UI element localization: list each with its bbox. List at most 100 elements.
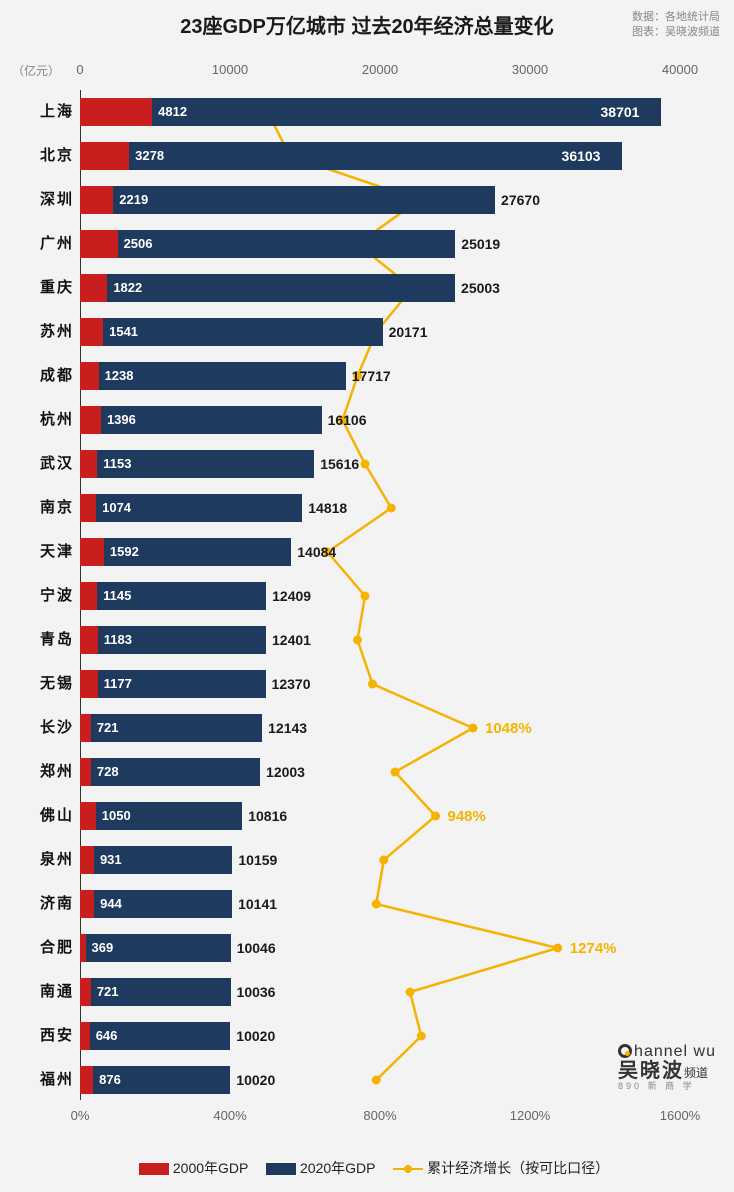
bar-row: 苏州154120171 xyxy=(80,318,680,346)
axis-bottom-tick: 1200% xyxy=(510,1108,550,1123)
value-2020: 25003 xyxy=(461,274,500,302)
value-2020: 12370 xyxy=(272,670,311,698)
bar-row: 青岛118312401 xyxy=(80,626,680,654)
bar-row: 长沙72112143 xyxy=(80,714,680,742)
value-2000: 2219 xyxy=(119,186,148,214)
value-2020: 38701 xyxy=(601,98,640,126)
axis-bottom-tick: 800% xyxy=(363,1108,396,1123)
value-2020: 10159 xyxy=(238,846,277,874)
value-2000: 1822 xyxy=(113,274,142,302)
city-label: 西安 xyxy=(0,1022,74,1050)
value-2020: 10046 xyxy=(237,934,276,962)
value-2020: 16106 xyxy=(328,406,367,434)
bar-2000 xyxy=(80,318,103,346)
value-2020: 10020 xyxy=(236,1022,275,1050)
chart-title: 23座GDP万亿城市 过去20年经济总量变化 xyxy=(0,10,734,39)
city-label: 济南 xyxy=(0,890,74,918)
value-2000: 721 xyxy=(97,978,119,1006)
value-2000: 646 xyxy=(96,1022,118,1050)
value-2000: 4812 xyxy=(158,98,187,126)
bar-row: 佛山105010816 xyxy=(80,802,680,830)
bar-2000 xyxy=(80,582,97,610)
bar-row: 重庆182225003 xyxy=(80,274,680,302)
bar-2000 xyxy=(80,494,96,522)
city-label: 杭州 xyxy=(0,406,74,434)
value-2020: 10036 xyxy=(237,978,276,1006)
legend-swatch-growth xyxy=(393,1163,423,1175)
meta-author: 图表：吴晓波频道 xyxy=(632,25,720,40)
bar-2000 xyxy=(80,142,129,170)
value-2020: 10141 xyxy=(238,890,277,918)
bar-2000 xyxy=(80,670,98,698)
city-label: 北京 xyxy=(0,142,74,170)
meta-source: 数据：各地统计局 xyxy=(632,10,720,25)
bar-row: 泉州93110159 xyxy=(80,846,680,874)
city-label: 福州 xyxy=(0,1066,74,1094)
bar-2000 xyxy=(80,714,91,742)
city-label: 佛山 xyxy=(0,802,74,830)
bar-row: 上海481238701 xyxy=(80,98,680,126)
value-2020: 12409 xyxy=(272,582,311,610)
value-2000: 1541 xyxy=(109,318,138,346)
bar-2000 xyxy=(80,538,104,566)
bar-row: 天津159214084 xyxy=(80,538,680,566)
bar-2000 xyxy=(80,186,113,214)
bar-row: 宁波114512409 xyxy=(80,582,680,610)
value-2020: 20171 xyxy=(389,318,428,346)
city-label: 泉州 xyxy=(0,846,74,874)
city-label: 郑州 xyxy=(0,758,74,786)
bar-2000 xyxy=(80,626,98,654)
city-label: 重庆 xyxy=(0,274,74,302)
value-2000: 1592 xyxy=(110,538,139,566)
plot-area: 904%886%1048%948%1274% 上海481238701北京3278… xyxy=(80,90,680,1100)
bar-2000 xyxy=(80,890,94,918)
axis-top-tick: 10000 xyxy=(212,62,248,77)
value-2020: 12143 xyxy=(268,714,307,742)
axis-top-tick: 30000 xyxy=(512,62,548,77)
city-label: 成都 xyxy=(0,362,74,390)
city-label: 无锡 xyxy=(0,670,74,698)
bar-2000 xyxy=(80,450,97,478)
bar-row: 福州87610020 xyxy=(80,1066,680,1094)
bar-2000 xyxy=(80,406,101,434)
city-label: 南通 xyxy=(0,978,74,1006)
bar-row: 杭州139616106 xyxy=(80,406,680,434)
city-label: 南京 xyxy=(0,494,74,522)
city-label: 深圳 xyxy=(0,186,74,214)
value-2000: 1145 xyxy=(103,582,131,610)
bar-2000 xyxy=(80,846,94,874)
bar-2000 xyxy=(80,1022,90,1050)
bar-row: 南京107414818 xyxy=(80,494,680,522)
value-2000: 944 xyxy=(100,890,122,918)
axis-bottom-tick: 0% xyxy=(71,1108,90,1123)
legend-swatch-2020 xyxy=(266,1163,296,1175)
city-label: 长沙 xyxy=(0,714,74,742)
value-2000: 2506 xyxy=(124,230,153,258)
legend: 2000年GDP 2020年GDP 累计经济增长（按可比口径） xyxy=(0,1158,734,1178)
city-label: 武汉 xyxy=(0,450,74,478)
value-2020: 14818 xyxy=(308,494,347,522)
bar-row: 南通72110036 xyxy=(80,978,680,1006)
bar-row: 成都123817717 xyxy=(80,362,680,390)
axis-top-tick: 0 xyxy=(76,62,83,77)
bar-row: 北京327836103 xyxy=(80,142,680,170)
bar-2000 xyxy=(80,362,99,390)
value-2000: 1396 xyxy=(107,406,136,434)
city-label: 广州 xyxy=(0,230,74,258)
bar-row: 西安64610020 xyxy=(80,1022,680,1050)
bar-row: 广州250625019 xyxy=(80,230,680,258)
bar-row: 济南94410141 xyxy=(80,890,680,918)
value-2020: 25019 xyxy=(461,230,500,258)
bar-2000 xyxy=(80,978,91,1006)
value-2000: 1153 xyxy=(103,450,131,478)
value-2020: 17717 xyxy=(352,362,391,390)
value-2000: 3278 xyxy=(135,142,164,170)
value-2020: 27670 xyxy=(501,186,540,214)
value-2020: 14084 xyxy=(297,538,336,566)
value-2000: 931 xyxy=(100,846,122,874)
value-2020: 10020 xyxy=(236,1066,275,1094)
axis-bottom-tick: 1600% xyxy=(660,1108,700,1123)
city-label: 苏州 xyxy=(0,318,74,346)
bar-2000 xyxy=(80,934,86,962)
city-label: 上海 xyxy=(0,98,74,126)
